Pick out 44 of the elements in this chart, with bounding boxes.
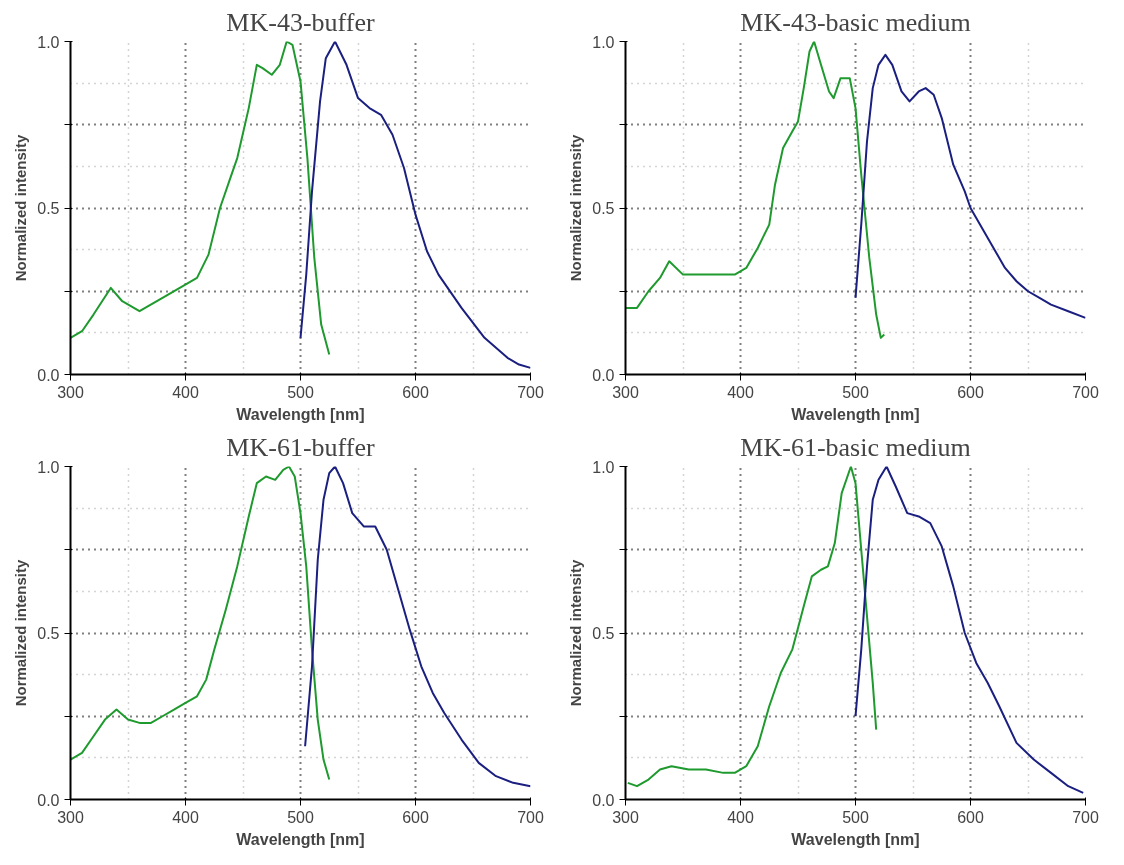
x-tick-label: 400 (172, 383, 199, 401)
x-tick-label: 300 (612, 383, 639, 401)
y-axis-title: Normalized intensity (12, 558, 30, 707)
y-tick-label: 1.0 (592, 458, 615, 476)
x-axis-title: Wavelength [nm] (236, 830, 365, 848)
y-axis-title: Normalized intensity (12, 133, 30, 282)
x-tick-label: 600 (957, 383, 984, 401)
x-tick-label: 700 (1072, 808, 1099, 826)
y-tick-label: 0.0 (37, 791, 60, 809)
x-tick-label: 700 (517, 383, 544, 401)
y-axis-title: Normalized intensity (567, 558, 585, 707)
x-tick-label: 600 (957, 808, 984, 826)
y-tick-label: 1.0 (592, 33, 615, 51)
x-tick-label: 400 (727, 808, 754, 826)
y-tick-label: 0.5 (592, 625, 615, 642)
y-tick-label: 0.0 (37, 366, 60, 384)
x-tick-label: 700 (1072, 383, 1099, 401)
x-tick-label: 300 (612, 808, 639, 826)
chart-title: MK-43-basic medium (740, 7, 971, 37)
x-tick-label: 400 (172, 808, 199, 826)
x-tick-label: 500 (842, 808, 869, 826)
x-tick-label: 400 (727, 383, 754, 401)
y-axis-title: Normalized intensity (567, 133, 585, 282)
x-axis-title: Wavelength [nm] (791, 405, 920, 423)
y-tick-label: 1.0 (37, 33, 60, 51)
chart-title: MK-61-basic medium (740, 432, 971, 462)
y-tick-label: 0.5 (592, 200, 615, 217)
y-tick-label: 1.0 (37, 458, 60, 476)
x-tick-label: 300 (57, 808, 84, 826)
x-tick-label: 700 (517, 808, 544, 826)
x-tick-label: 500 (287, 383, 314, 401)
y-tick-label: 0.5 (37, 625, 60, 642)
chart-title: MK-61-buffer (226, 432, 375, 462)
x-axis-title: Wavelength [nm] (236, 405, 365, 423)
x-tick-label: 600 (402, 383, 429, 401)
y-tick-label: 0.0 (592, 366, 615, 384)
y-tick-label: 0.0 (592, 791, 615, 809)
chart-title: MK-43-buffer (226, 7, 375, 37)
x-tick-label: 300 (57, 383, 84, 401)
x-tick-label: 500 (842, 383, 869, 401)
y-tick-label: 0.5 (37, 200, 60, 217)
x-tick-label: 600 (402, 808, 429, 826)
x-tick-label: 500 (287, 808, 314, 826)
x-axis-title: Wavelength [nm] (791, 830, 920, 848)
